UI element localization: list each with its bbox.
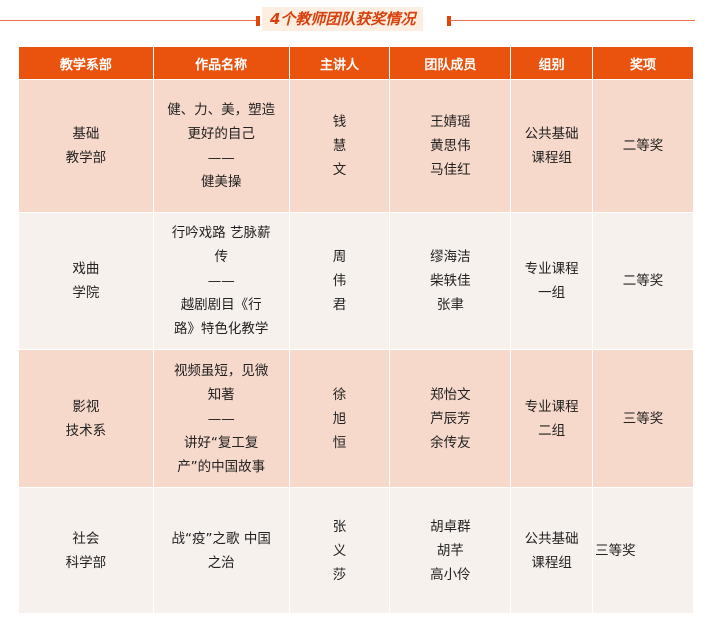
header-cell: 组别 xyxy=(510,46,594,80)
award-cell: 二等奖 xyxy=(592,212,694,350)
work-title-cell: 健、力、美，塑造 更好的自己 —— 健美操 xyxy=(152,79,290,213)
header-cell: 奖项 xyxy=(592,46,694,80)
decor-tick xyxy=(256,16,260,26)
team-members-cell: 王婧瑶 黄思伟 马佳红 xyxy=(389,79,512,213)
award-cell: 三等奖 xyxy=(592,349,694,488)
header-cell: 主讲人 xyxy=(288,46,391,80)
divider-right xyxy=(450,20,695,21)
award-cell: 三等奖 xyxy=(592,487,694,614)
section-title: 4个教师团队获奖情况 xyxy=(262,7,424,31)
divider-left xyxy=(0,20,258,21)
lecturer-cell: 张 义 莎 xyxy=(288,487,391,614)
table-row: 社会 科学部 战“疫”之歌 中国 之治张 义 莎胡卓群 胡芊 高小伶 公共基础 课程… xyxy=(18,487,694,614)
award-cell: 二等奖 xyxy=(592,79,694,213)
table-row: 影视 技术系 视频虽短，见微 知著 —— 讲好“复工复 产”的中国故事徐 旭 恒郑… xyxy=(18,349,694,488)
department-cell: 影视 技术系 xyxy=(18,349,154,488)
team-members-cell: 郑怡文 芦辰芳 余传友 xyxy=(389,349,512,488)
team-members-cell: 缪海洁 柴轶佳 张聿 xyxy=(389,212,512,350)
department-cell: 戏曲 学院 xyxy=(18,212,154,350)
lecturer-cell: 徐 旭 恒 xyxy=(288,349,391,488)
table-row: 戏曲 学院 行吟戏路 艺脉薪 传 —— 越剧剧目《行 路》特色化教学周 伟 君缪海… xyxy=(18,212,694,350)
group-cell: 公共基础 课程组 xyxy=(510,79,594,213)
work-title-cell: 行吟戏路 艺脉薪 传 —— 越剧剧目《行 路》特色化教学 xyxy=(152,212,290,350)
decor-tick xyxy=(447,16,451,26)
work-title-cell: 战“疫”之歌 中国 之治 xyxy=(152,487,290,614)
team-members-cell: 胡卓群 胡芊 高小伶 xyxy=(389,487,512,614)
group-cell: 专业课程 一组 xyxy=(510,212,594,350)
group-cell: 专业课程 二组 xyxy=(510,349,594,488)
lecturer-cell: 周 伟 君 xyxy=(288,212,391,350)
work-title-cell: 视频虽短，见微 知著 —— 讲好“复工复 产”的中国故事 xyxy=(152,349,290,488)
header-cell: 教学系部 xyxy=(18,46,154,80)
header-cell: 团队成员 xyxy=(389,46,512,80)
header-row: 教学系部 作品名称 主讲人 团队成员 组别 奖项 xyxy=(18,46,694,80)
awards-table: 教学系部 作品名称 主讲人 团队成员 组别 奖项 基础 教学部 健、力、美，塑造 … xyxy=(18,46,694,614)
group-cell: 公共基础 课程组 xyxy=(510,487,594,614)
header-cell: 作品名称 xyxy=(152,46,290,80)
department-cell: 基础 教学部 xyxy=(18,79,154,213)
department-cell: 社会 科学部 xyxy=(18,487,154,614)
lecturer-cell: 钱 慧 文 xyxy=(288,79,391,213)
section-title-banner: 4个教师团队获奖情况 xyxy=(0,6,710,32)
table-row: 基础 教学部 健、力、美，塑造 更好的自己 —— 健美操钱 慧 文王婧瑶 黄思伟 … xyxy=(18,79,694,213)
